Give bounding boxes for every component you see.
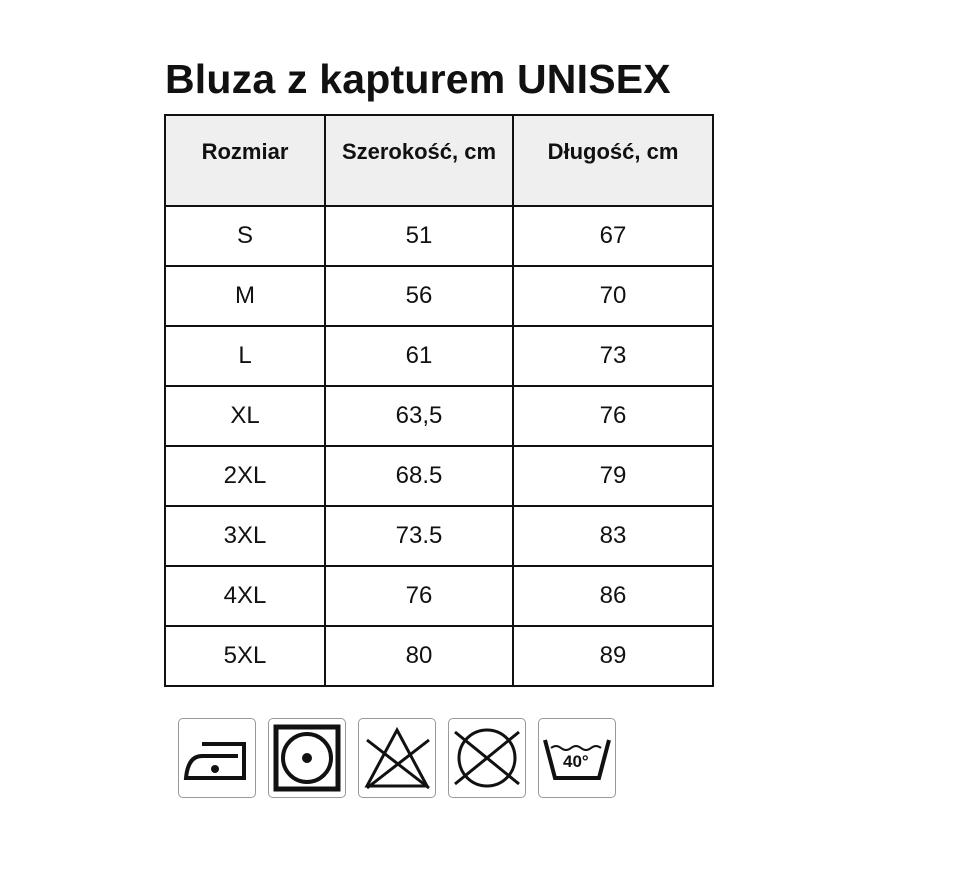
cell-length: 79 bbox=[512, 445, 714, 507]
cell-length: 73 bbox=[512, 325, 714, 387]
cell-width: 51 bbox=[324, 205, 514, 267]
cell-size: S bbox=[164, 205, 326, 267]
table-row: XL 63,5 76 bbox=[164, 385, 714, 447]
table-row: 5XL 80 89 bbox=[164, 625, 714, 687]
tumble-dry-low-icon bbox=[268, 718, 346, 798]
cell-size: L bbox=[164, 325, 326, 387]
column-header-width: Szerokość, cm bbox=[324, 114, 514, 207]
cell-width: 63,5 bbox=[324, 385, 514, 447]
cell-width: 56 bbox=[324, 265, 514, 327]
page-title: Bluza z kapturem UNISEX bbox=[165, 56, 671, 102]
cell-width: 68.5 bbox=[324, 445, 514, 507]
size-table: Rozmiar Szerokość, cm Długość, cm S 51 67 M… bbox=[164, 114, 714, 687]
table-row: L 61 73 bbox=[164, 325, 714, 387]
cell-length: 70 bbox=[512, 265, 714, 327]
iron-one-dot-icon bbox=[178, 718, 256, 798]
cell-length: 67 bbox=[512, 205, 714, 267]
cell-length: 89 bbox=[512, 625, 714, 687]
do-not-dry-clean-icon bbox=[448, 718, 526, 798]
table-row: 3XL 73.5 83 bbox=[164, 505, 714, 567]
cell-size: 3XL bbox=[164, 505, 326, 567]
table-row: M 56 70 bbox=[164, 265, 714, 327]
cell-size: M bbox=[164, 265, 326, 327]
cell-width: 61 bbox=[324, 325, 514, 387]
cell-length: 76 bbox=[512, 385, 714, 447]
wash-temperature-label: 40° bbox=[563, 752, 589, 771]
cell-width: 76 bbox=[324, 565, 514, 627]
cell-size: 2XL bbox=[164, 445, 326, 507]
table-header-row: Rozmiar Szerokość, cm Długość, cm bbox=[164, 114, 714, 207]
cell-size: XL bbox=[164, 385, 326, 447]
cell-size: 4XL bbox=[164, 565, 326, 627]
table-row: S 51 67 bbox=[164, 205, 714, 267]
cell-length: 86 bbox=[512, 565, 714, 627]
cell-width: 80 bbox=[324, 625, 514, 687]
do-not-bleach-icon bbox=[358, 718, 436, 798]
table-row: 2XL 68.5 79 bbox=[164, 445, 714, 507]
column-header-length: Długość, cm bbox=[512, 114, 714, 207]
cell-size: 5XL bbox=[164, 625, 326, 687]
wash-40-icon: 40° bbox=[538, 718, 616, 798]
column-header-size: Rozmiar bbox=[164, 114, 326, 207]
table-row: 4XL 76 86 bbox=[164, 565, 714, 627]
cell-width: 73.5 bbox=[324, 505, 514, 567]
cell-length: 83 bbox=[512, 505, 714, 567]
care-icons: 40° bbox=[178, 718, 616, 798]
